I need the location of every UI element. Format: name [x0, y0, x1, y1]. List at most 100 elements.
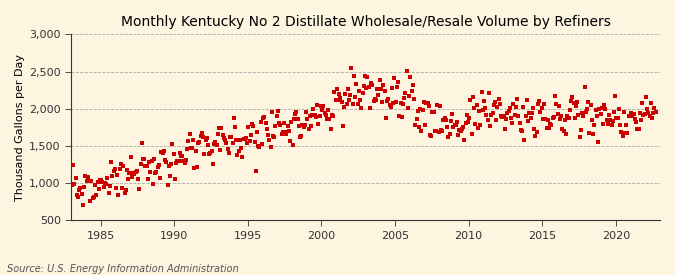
Point — [566, 98, 576, 103]
Point — [211, 142, 222, 147]
Point — [276, 132, 287, 136]
Point — [480, 106, 491, 110]
Point — [551, 102, 562, 106]
Point — [186, 146, 197, 150]
Point — [86, 179, 97, 183]
Point — [552, 111, 563, 116]
Point — [261, 121, 271, 125]
Point — [507, 121, 518, 126]
Point — [389, 76, 400, 81]
Point — [338, 124, 348, 128]
Point — [562, 114, 573, 118]
Point — [453, 133, 464, 138]
Point — [526, 111, 537, 116]
Point — [93, 187, 104, 191]
Point — [226, 135, 237, 140]
Point — [423, 104, 434, 108]
Point — [425, 133, 435, 137]
Point — [156, 150, 167, 155]
Point — [509, 113, 520, 117]
Point — [412, 109, 423, 113]
Point — [106, 160, 117, 164]
Point — [387, 86, 398, 90]
Point — [528, 106, 539, 111]
Point — [162, 183, 173, 188]
Point — [122, 168, 132, 172]
Point — [238, 137, 249, 141]
Point — [75, 186, 86, 190]
Point — [217, 133, 228, 137]
Point — [361, 86, 372, 90]
Point — [85, 199, 96, 203]
Point — [243, 125, 254, 129]
Point — [194, 140, 205, 144]
Point — [76, 192, 87, 196]
Point — [109, 167, 120, 171]
Point — [623, 114, 634, 118]
Point — [129, 172, 140, 176]
Point — [477, 107, 488, 112]
Point — [344, 98, 354, 103]
Point — [408, 97, 419, 101]
Point — [570, 104, 581, 109]
Point — [466, 132, 477, 136]
Point — [195, 134, 206, 138]
Point — [237, 155, 248, 159]
Point — [447, 112, 458, 116]
Point — [366, 81, 377, 85]
Point — [119, 190, 130, 195]
Point — [489, 100, 500, 104]
Point — [574, 135, 585, 139]
Point — [171, 161, 182, 166]
Point — [649, 106, 660, 110]
Point — [626, 111, 637, 115]
Point — [482, 118, 493, 122]
Point — [600, 106, 611, 111]
Point — [369, 97, 380, 101]
Point — [645, 100, 656, 105]
Point — [228, 115, 239, 120]
Point — [99, 185, 109, 189]
Point — [558, 129, 569, 133]
Point — [441, 125, 452, 129]
Point — [160, 157, 171, 162]
Point — [388, 101, 399, 106]
Point — [327, 113, 338, 118]
Point — [87, 195, 98, 200]
Point — [632, 126, 643, 131]
Point — [561, 132, 572, 136]
Point — [270, 123, 281, 128]
Point — [543, 126, 554, 130]
Point — [314, 114, 325, 119]
Point — [348, 73, 359, 78]
Point — [519, 138, 530, 143]
Point — [329, 90, 340, 94]
Point — [428, 109, 439, 114]
Point — [500, 127, 510, 131]
Point — [254, 144, 265, 149]
Point — [350, 95, 360, 99]
Point — [112, 173, 123, 177]
Point — [267, 134, 278, 139]
Point — [84, 179, 95, 183]
Point — [282, 124, 293, 128]
Point — [522, 119, 533, 123]
Point — [497, 115, 508, 119]
Point — [296, 134, 306, 139]
Point — [201, 136, 212, 140]
Point — [583, 100, 593, 104]
Point — [435, 127, 446, 132]
Point — [310, 115, 321, 119]
Point — [393, 80, 404, 84]
Point — [531, 130, 542, 134]
Point — [103, 191, 114, 196]
Point — [336, 100, 347, 105]
Point — [617, 133, 628, 138]
Point — [417, 108, 428, 113]
Point — [545, 121, 556, 126]
Point — [520, 114, 531, 118]
Point — [458, 125, 468, 129]
Point — [603, 112, 614, 117]
Point — [247, 122, 258, 127]
Point — [615, 123, 626, 127]
